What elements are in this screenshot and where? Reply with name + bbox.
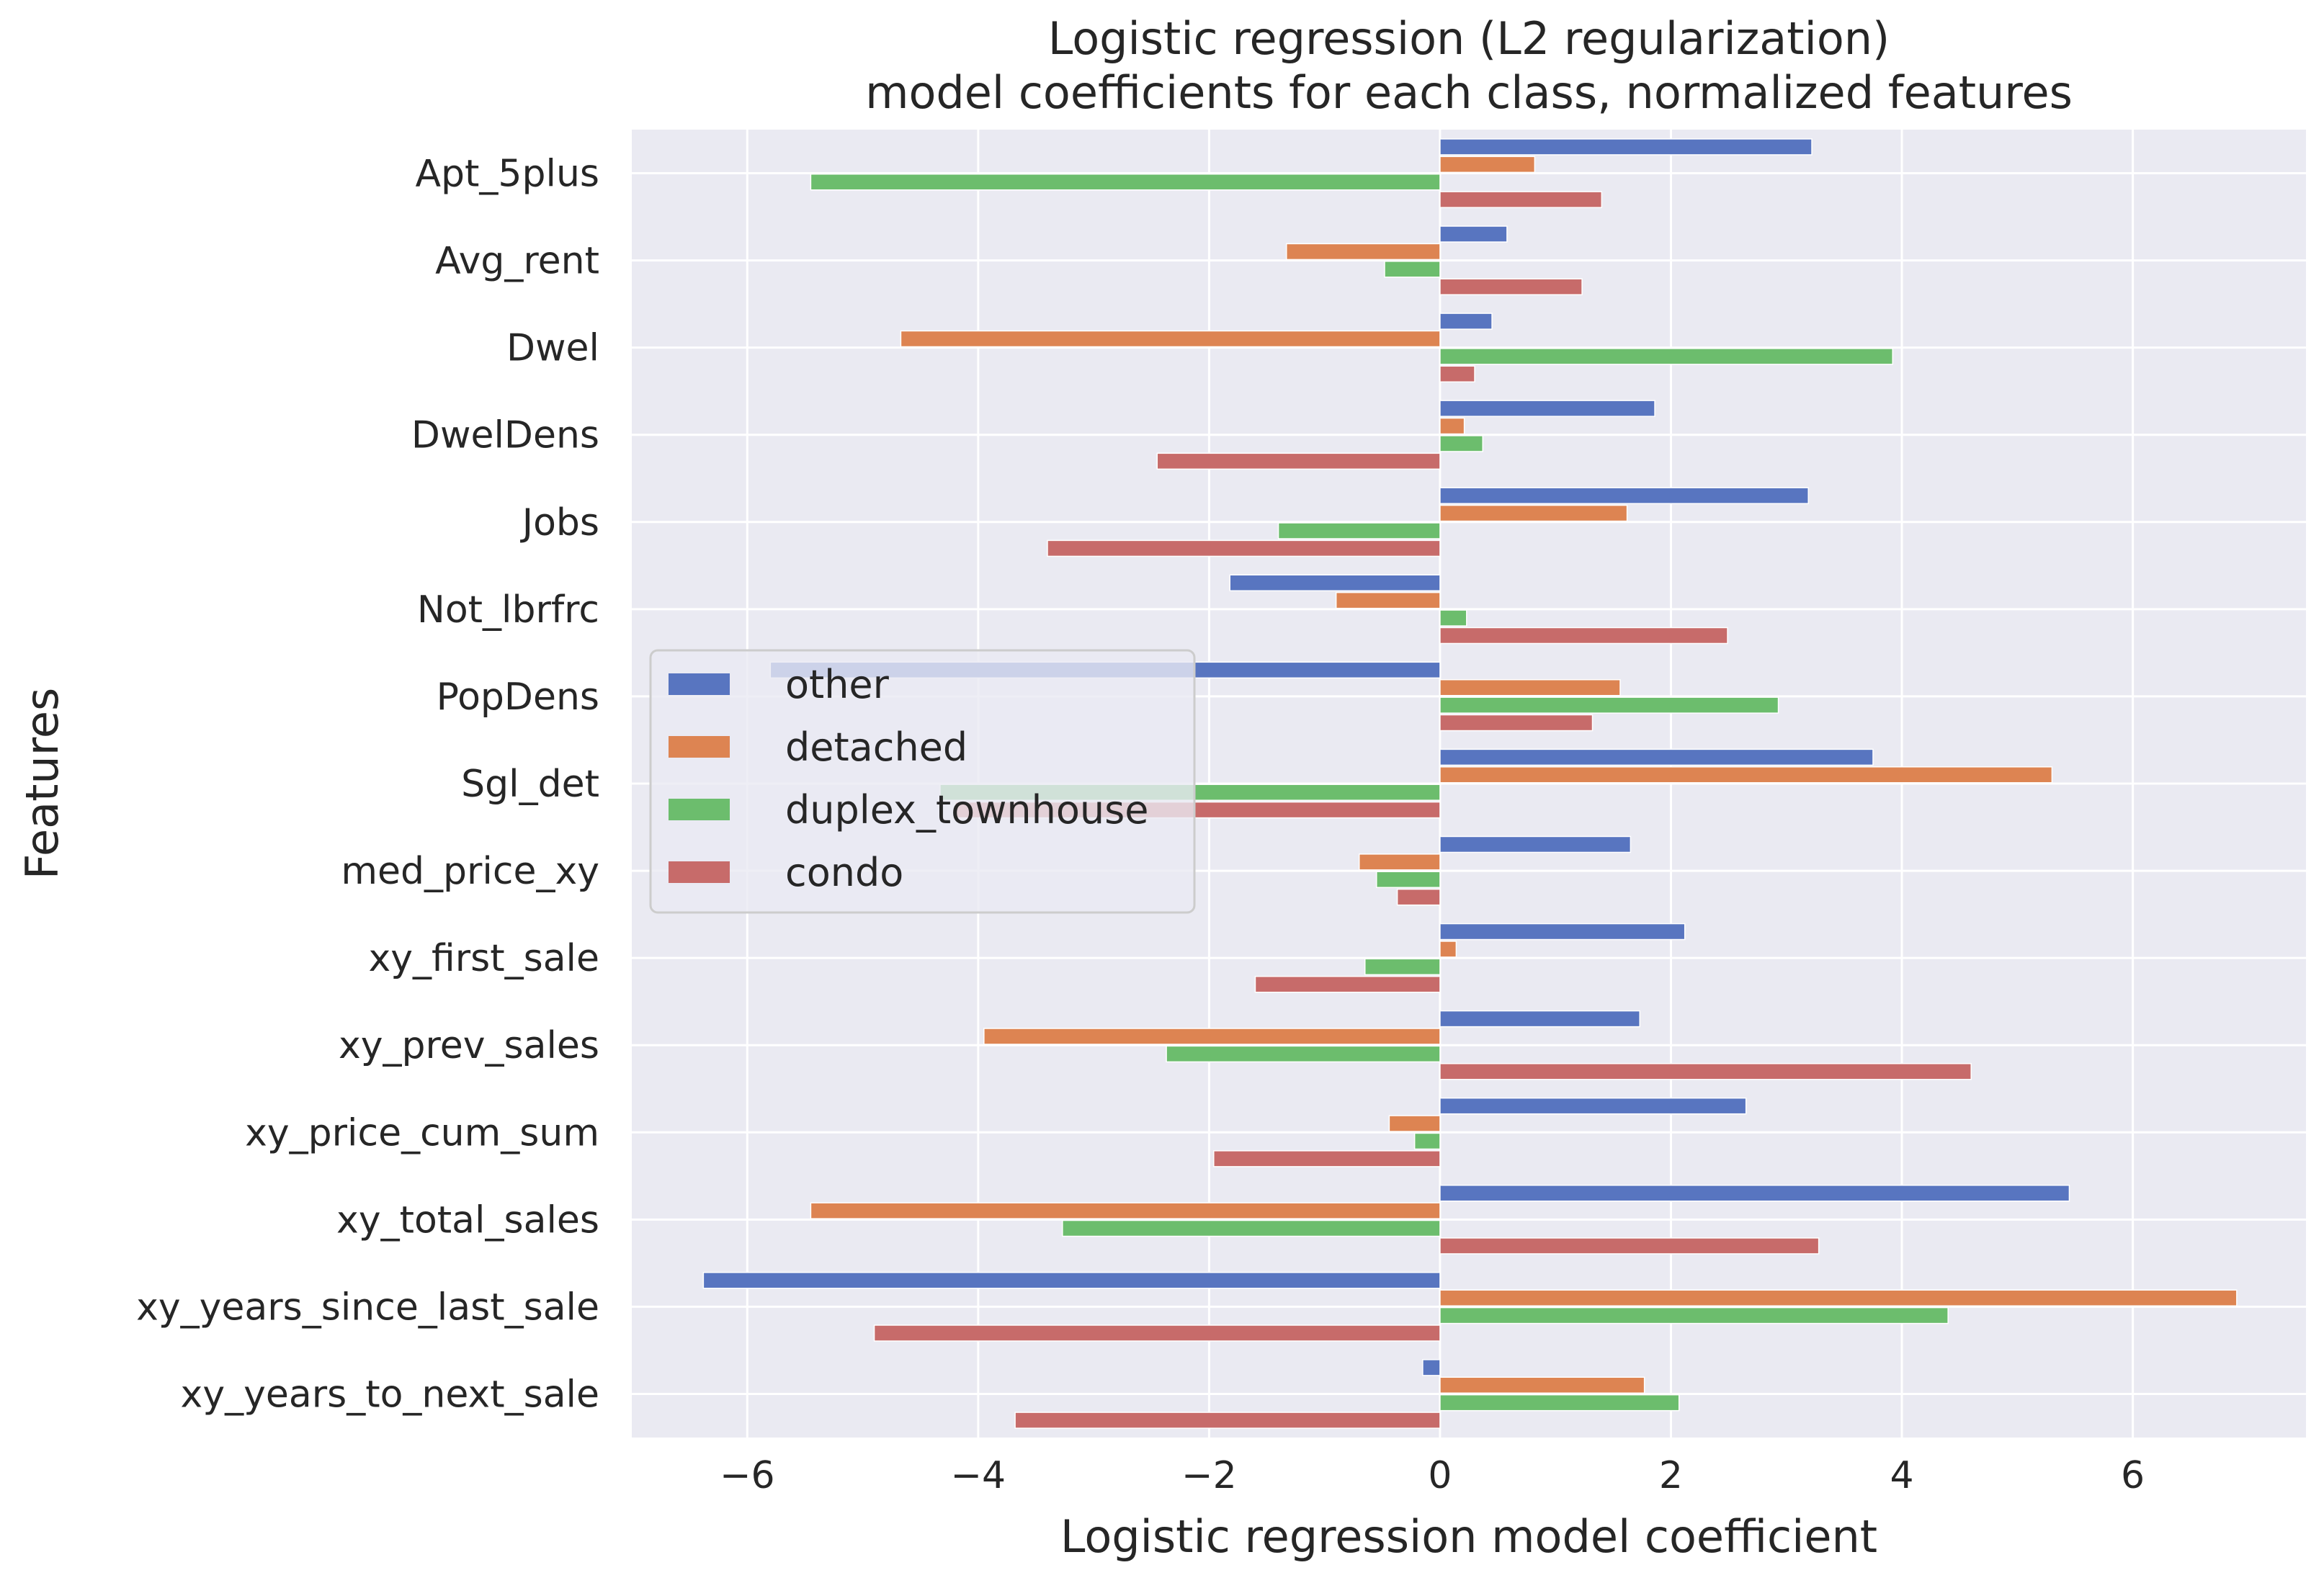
x-axis-label: Logistic regression model coefficient [1060, 1510, 1877, 1563]
legend-box [649, 649, 1196, 914]
y-tick-labels: Apt_5plus Avg_rent Dwel DwelDens Jobs Not_lbr… [136, 153, 599, 1417]
y-tick-label-xy-total-sales: xy_total_sales [336, 1198, 599, 1242]
bar-duplex-townhouse-xy-price-cum-sum [1413, 1132, 1441, 1150]
bar-condo-med-price-xy [1396, 888, 1441, 906]
y-tick-label-xy-years-since-last-sale: xy_years_since_last_sale [136, 1286, 599, 1329]
legend: other detached duplex_townhouse condo [649, 649, 1196, 914]
bar-condo-xy-first-sale [1254, 975, 1441, 993]
bar-condo-popdens [1439, 714, 1594, 732]
bar-condo-jobs [1047, 539, 1441, 557]
bar-other-xy-years-to-next-sale [1422, 1359, 1441, 1376]
bar-other-xy-prev-sales [1439, 1010, 1640, 1028]
bar-duplex-townhouse-dweldens [1439, 435, 1483, 452]
bar-condo-apt-5plus [1439, 191, 1603, 208]
x-tick-label: −6 [720, 1454, 775, 1497]
bar-condo-xy-price-cum-sum [1213, 1150, 1441, 1167]
legend-label-duplex-townhouse: duplex_townhouse [785, 787, 1148, 833]
x-tick-label: 6 [2121, 1454, 2145, 1497]
x-tick-labels: −6 −4 −2 0 2 4 6 [720, 1454, 2145, 1497]
bar-detached-dwel [900, 330, 1441, 348]
bar-duplex-townhouse-xy-total-sales [1062, 1219, 1441, 1237]
bar-other-sgl-det [1439, 748, 1874, 766]
bar-detached-xy-price-cum-sum [1388, 1115, 1441, 1132]
bar-detached-apt-5plus [1439, 156, 1536, 174]
legend-label-condo: condo [785, 850, 903, 895]
bar-condo-dwel [1439, 365, 1475, 383]
bar-detached-sgl-det [1439, 766, 2053, 784]
legend-swatch-condo [669, 861, 730, 883]
x-tick-label: −2 [1181, 1454, 1237, 1497]
y-axis-label: Features [16, 688, 68, 880]
bar-other-xy-total-sales [1439, 1184, 2070, 1202]
bar-detached-xy-years-since-last-sale [1439, 1289, 2238, 1306]
bar-duplex-townhouse-apt-5plus [810, 173, 1441, 191]
bar-other-xy-first-sale [1439, 923, 1686, 941]
bar-detached-jobs [1439, 504, 1628, 522]
chart-subtitle: model coefficients for each class, norma… [865, 66, 2073, 119]
bar-condo-dweldens [1156, 452, 1441, 470]
legend-swatch-duplex-townhouse [669, 799, 730, 820]
bar-other-not-lbrfrc [1229, 574, 1441, 592]
bar-condo-xy-years-since-last-sale [873, 1324, 1441, 1342]
y-tick-label-apt-5plus: Apt_5plus [415, 153, 599, 196]
bar-condo-xy-prev-sales [1439, 1063, 1972, 1080]
bar-duplex-townhouse-xy-prev-sales [1166, 1045, 1441, 1063]
y-tick-label-xy-price-cum-sum: xy_price_cum_sum [245, 1111, 599, 1154]
bar-detached-avg-rent [1286, 243, 1441, 261]
bar-detached-xy-first-sale [1439, 941, 1457, 958]
legend-swatch-detached [669, 736, 730, 758]
y-tick-label-dweldens: DwelDens [411, 414, 599, 457]
bar-condo-xy-total-sales [1439, 1237, 1820, 1255]
chart-title: Logistic regression (L2 regularization) [1048, 12, 1890, 65]
bar-other-apt-5plus [1439, 138, 1813, 156]
y-tick-label-sgl-det: Sgl_det [461, 763, 599, 806]
bar-detached-not-lbrfrc [1335, 591, 1441, 609]
y-tick-label-dwel: Dwel [506, 327, 599, 370]
bar-detached-xy-prev-sales [983, 1028, 1441, 1045]
bar-duplex-townhouse-jobs [1277, 522, 1441, 539]
y-tick-label-xy-years-to-next-sale: xy_years_to_next_sale [181, 1373, 599, 1416]
bar-detached-med-price-xy [1358, 853, 1441, 871]
bar-duplex-townhouse-avg-rent [1384, 261, 1441, 278]
x-tick-label: −4 [950, 1454, 1006, 1497]
bar-duplex-townhouse-xy-years-to-next-sale [1439, 1394, 1680, 1412]
bar-duplex-townhouse-med-price-xy [1376, 871, 1441, 889]
legend-label-other: other [785, 662, 890, 707]
bar-other-med-price-xy [1439, 835, 1632, 853]
bar-detached-dweldens [1439, 417, 1465, 435]
bar-duplex-townhouse-dwel [1439, 348, 1893, 365]
bar-detached-xy-years-to-next-sale [1439, 1376, 1645, 1394]
bar-detached-xy-total-sales [810, 1202, 1441, 1219]
bar-other-dweldens [1439, 400, 1655, 417]
x-tick-label: 4 [1890, 1454, 1913, 1497]
bar-duplex-townhouse-xy-first-sale [1364, 958, 1441, 976]
y-tick-label-xy-prev-sales: xy_prev_sales [339, 1024, 599, 1067]
bar-duplex-townhouse-popdens [1439, 696, 1779, 714]
y-tick-label-not-lbrfrc: Not_lbrfrc [417, 588, 599, 632]
y-tick-label-xy-first-sale: xy_first_sale [368, 937, 599, 980]
bar-duplex-townhouse-xy-years-since-last-sale [1439, 1306, 1949, 1324]
bar-other-dwel [1439, 313, 1493, 330]
y-tick-label-med-price-xy: med_price_xy [341, 850, 599, 893]
bar-other-xy-years-since-last-sale [702, 1272, 1441, 1289]
y-tick-label-popdens: PopDens [437, 676, 599, 719]
bar-duplex-townhouse-not-lbrfrc [1439, 609, 1467, 627]
bar-condo-not-lbrfrc [1439, 627, 1728, 645]
x-tick-label: 0 [1428, 1454, 1452, 1497]
legend-label-detached: detached [785, 725, 967, 770]
y-tick-label-avg-rent: Avg_rent [435, 240, 599, 283]
y-tick-label-jobs: Jobs [520, 501, 599, 544]
gridlines [632, 130, 2306, 1438]
legend-swatch-other [669, 673, 730, 695]
x-tick-label: 2 [1659, 1454, 1683, 1497]
bar-other-xy-price-cum-sum [1439, 1097, 1747, 1115]
bar-condo-xy-years-to-next-sale [1014, 1412, 1441, 1429]
bar-other-jobs [1439, 487, 1809, 504]
bar-condo-avg-rent [1439, 278, 1583, 295]
bar-detached-popdens [1439, 678, 1621, 696]
bar-other-avg-rent [1439, 225, 1508, 243]
